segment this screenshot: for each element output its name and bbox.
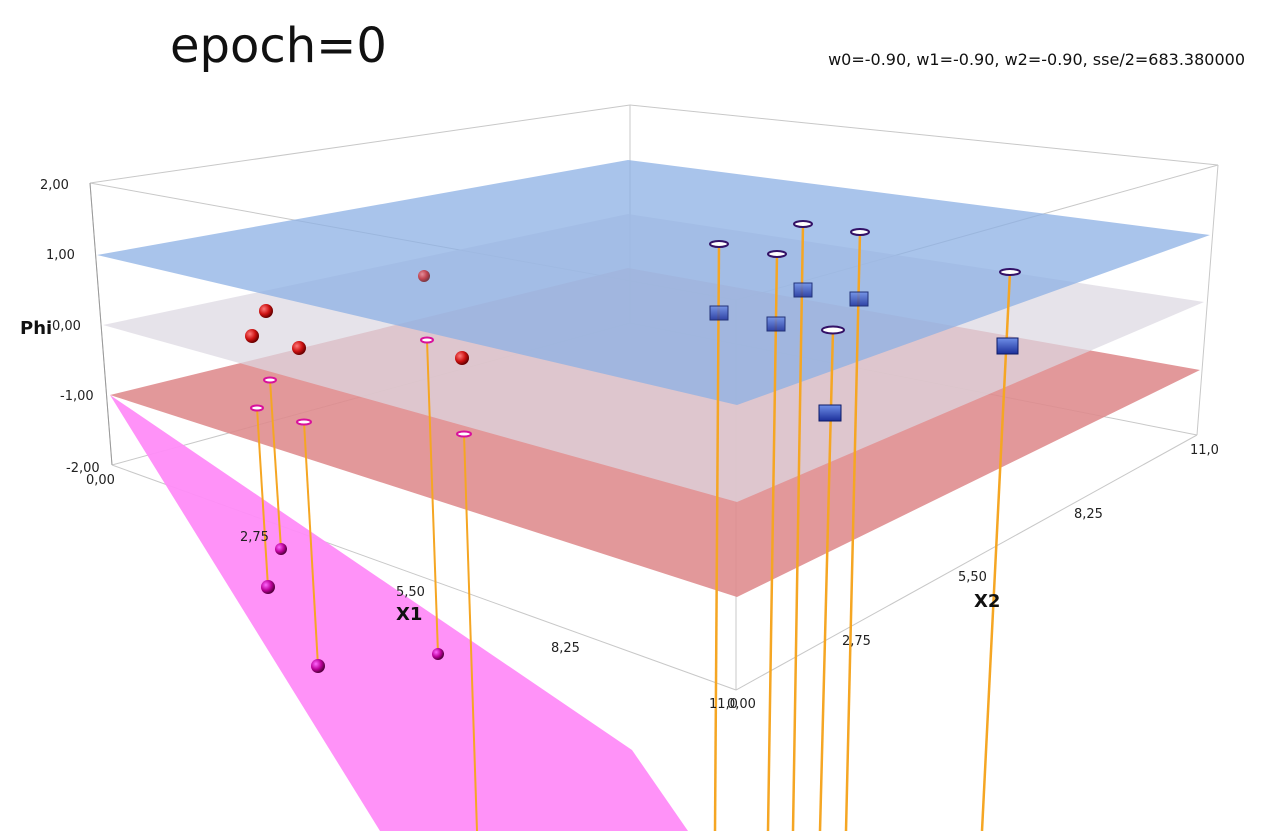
phi-tick-neg2: -2,00: [66, 461, 100, 476]
data-points-class-pos: [709, 282, 1019, 422]
weights-readout: w0=-0.90, w1=-0.90, w2=-0.90, sse/2=683.…: [828, 50, 1245, 69]
epoch-title: epoch=0: [170, 18, 387, 74]
phi-tick-0: 0,00: [52, 319, 81, 334]
decision-plane: [110, 395, 688, 831]
x2-tick-0: 0,00: [727, 697, 756, 712]
x2-axis: 0,00 2,75 5,50 8,25 11,0 X2: [727, 443, 1219, 712]
phi-tick-neg1: -1,00: [60, 389, 94, 404]
x1-tick-1: 2,75: [240, 530, 269, 545]
data-points-class-neg: [245, 270, 469, 365]
phi-axis-title: Phi: [20, 318, 52, 339]
x2-axis-title: X2: [974, 591, 1000, 612]
projection-rings-pos: [709, 220, 1021, 335]
output-points-class-neg: [261, 543, 444, 673]
x1-tick-0: 0,00: [86, 473, 115, 488]
x2-tick-1: 2,75: [842, 634, 871, 649]
phi-tick-2: 2,00: [40, 178, 69, 193]
phi-tick-1: 1,00: [46, 248, 75, 263]
x2-tick-2: 5,50: [958, 570, 987, 585]
x2-tick-3: 8,25: [1074, 507, 1103, 522]
x1-tick-3: 8,25: [551, 641, 580, 656]
projection-rings-neg: [250, 336, 472, 438]
x1-tick-2: 5,50: [396, 585, 425, 600]
x1-axis: 0,00 2,75 5,50 8,25 11,0 X1: [86, 473, 738, 712]
phi-axis: 2,00 1,00 0,00 -1,00 -2,00 Phi: [20, 178, 113, 476]
residual-lines-neg: [256, 339, 478, 831]
x2-tick-4: 11,0: [1190, 443, 1219, 458]
x1-axis-title: X1: [396, 604, 422, 625]
plane-phi-plus-one: [97, 160, 1210, 405]
x1-tick-4: 11,0: [709, 697, 738, 712]
